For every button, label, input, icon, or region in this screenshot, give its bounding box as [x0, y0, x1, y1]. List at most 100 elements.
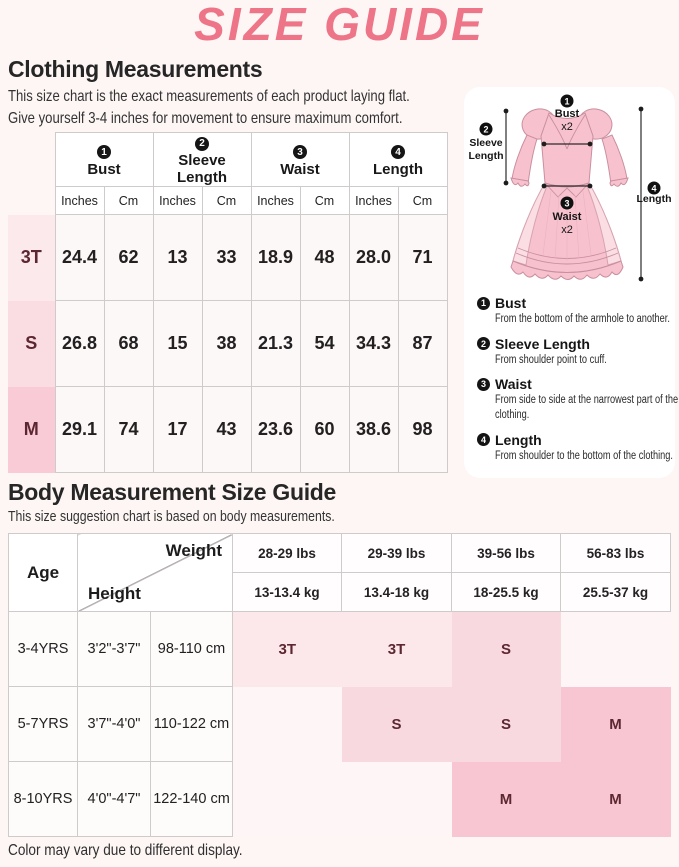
value-cell: 38: [201, 300, 252, 387]
value-cell: 28.0: [348, 214, 399, 301]
size-label-3t: 3T: [8, 214, 55, 301]
waist-annotation-label: Waist: [553, 211, 582, 223]
weight-kg-header: 18-25.5 kg: [451, 572, 561, 612]
table-row-3t: 3T 24.4 62 13 33 18.9 48 28.0 71: [8, 214, 448, 301]
definition-term: Length: [495, 431, 542, 448]
waist-column-header: 3 Waist: [250, 132, 350, 187]
circled-3-icon: 3: [293, 145, 307, 159]
weight-kg-header-row: 13-13.4 kg 13.4-18 kg 18-25.5 kg 25.5-37…: [9, 572, 671, 612]
measurement-lines: [505, 109, 642, 279]
unit-header: Cm: [201, 186, 252, 215]
height-ft-value: 3'7"-4'0": [77, 686, 151, 762]
value-cell: 21.3: [250, 300, 301, 387]
length-annotation-label: Length: [637, 193, 672, 205]
size-recommendation: M: [560, 761, 671, 837]
circled-2-icon: [479, 122, 493, 136]
left-cuff-ruffle: [510, 177, 530, 187]
size-label-s: S: [8, 300, 55, 387]
bodice-crossover-right: [566, 114, 586, 150]
length-annotation-number: 4: [651, 183, 656, 193]
table-row-s: S 26.8 68 15 38 21.3 54 34.3 87: [8, 300, 448, 387]
weight-label: Weight: [165, 541, 222, 560]
size-recommendation: M: [560, 686, 671, 762]
definition-bust: 1 Bust From the bottom of the armhole to …: [477, 295, 670, 327]
definition-desc: From side to side at the narrowest part …: [495, 394, 679, 422]
unit-header: Cm: [103, 186, 154, 215]
clothing-measurements-heading: Clothing Measurements: [8, 56, 263, 82]
sleeve-length-column-header: 2 Sleeve Length: [152, 132, 252, 187]
height-cm-value: 98-110 cm: [150, 611, 233, 687]
bust-annotation-mult: x2: [561, 121, 573, 133]
weight-kg-header: 13-13.4 kg: [232, 572, 342, 612]
value-cell: 26.8: [54, 300, 105, 387]
size-recommendation: [232, 761, 342, 837]
waist-annotation-mult: x2: [561, 224, 573, 236]
size-recommendation: 3T: [341, 611, 452, 687]
weight-kg-header: 13.4-18 kg: [341, 572, 452, 612]
circled-2-icon: 2: [195, 136, 209, 151]
definition-desc: From shoulder point to cuff.: [495, 353, 607, 366]
value-cell: 33: [201, 214, 252, 301]
left-tulle-layer: [512, 182, 548, 266]
table-header-row: 1 Bust 2 Sleeve Length 3 Waist 4 Length: [8, 132, 448, 187]
weight-height-diagonal-cell: Weight Height: [77, 533, 233, 612]
definition-desc: From shoulder to the bottom of the cloth…: [495, 449, 673, 462]
peplum-line: [544, 182, 590, 198]
circled-1-icon: [560, 94, 574, 108]
definition-term: Sleeve Length: [495, 335, 590, 352]
clothing-measurements-table: 1 Bust 2 Sleeve Length 3 Waist 4 Length Inch…: [8, 132, 448, 473]
bust-annotation-label: Bust: [555, 108, 580, 120]
value-cell: 60: [299, 386, 350, 473]
unit-header: Cm: [299, 186, 350, 215]
circled-4-icon: 4: [391, 145, 405, 159]
age-value: 5-7YRS: [8, 686, 78, 762]
definition-waist: 3 Waist From side to side at the narrowes…: [477, 376, 678, 422]
clothing-description: This size chart is the exact measurement…: [8, 86, 410, 130]
measurement-diagram-panel: 1 Bust x2 2 Sleeve Length 3 Waist x2 4 L…: [464, 87, 678, 478]
definition-sleeve-length: 2 Sleeve Length From shoulder point to cu…: [477, 336, 665, 368]
height-label: Height: [88, 584, 141, 603]
bust-annotation-number: 1: [564, 96, 569, 106]
value-cell: 23.6: [250, 386, 301, 473]
definition-desc: From the bottom of the armhole to anothe…: [495, 313, 670, 325]
value-cell: 24.4: [54, 214, 105, 301]
value-cell: 38.6: [348, 386, 399, 473]
value-cell: 98: [397, 386, 448, 473]
sleeve-annotation-label1: Sleeve: [469, 137, 502, 149]
circled-2-icon: 2: [477, 337, 490, 351]
table-row-8-10yrs: 8-10YRS 4'0"-4'7" 122-140 cm M M: [8, 761, 671, 837]
height-cm-value: 122-140 cm: [150, 761, 233, 837]
table-row-3-4yrs: 3-4YRS 3'2"-3'7" 98-110 cm 3T 3T S: [8, 611, 671, 687]
hem-trim-line1: [515, 252, 619, 265]
circled-4-icon: 4: [477, 433, 490, 447]
table-row-m: M 29.1 74 17 43 23.6 60 38.6 98: [8, 386, 448, 473]
unit-header: Inches: [250, 186, 301, 215]
footer-note: Color may vary due to different display.: [8, 842, 243, 859]
age-value: 8-10YRS: [8, 761, 78, 837]
value-cell: 48: [299, 214, 350, 301]
value-cell: 68: [103, 300, 154, 387]
right-cuff-ruffle: [609, 177, 629, 187]
weight-lbs-header-row: Age Weight Height 28-29 lbs 29-39 lbs 39…: [8, 533, 671, 612]
left-arm: [511, 134, 538, 185]
value-cell: 29.1: [54, 386, 105, 473]
sleeve-annotation-label2: Length: [469, 150, 504, 162]
height-ft-value: 3'2"-3'7": [77, 611, 151, 687]
size-recommendation: 3T: [232, 611, 342, 687]
definition-term: Waist: [495, 376, 532, 393]
value-cell: 87: [397, 300, 448, 387]
unit-header: Inches: [54, 186, 105, 215]
value-cell: 15: [152, 300, 203, 387]
units-header-row: Inches Cm Inches Cm Inches Cm Inches Cm: [8, 186, 448, 215]
body-measurement-heading: Body Measurement Size Guide: [8, 479, 337, 505]
unit-header: Cm: [397, 186, 448, 215]
dress-diagram: 1 Bust x2 2 Sleeve Length 3 Waist x2 4 L…: [469, 94, 672, 282]
sleeve-annotation-number: 2: [483, 124, 488, 134]
waist-annotation-number: 3: [564, 198, 569, 208]
hem-ruffle: [510, 260, 624, 280]
measurement-definitions: 1 Bust From the bottom of the armhole to …: [464, 293, 678, 464]
right-tulle-layer: [586, 182, 622, 266]
definition-term: Bust: [495, 295, 527, 311]
size-label-m: M: [8, 386, 55, 473]
length-column-header: 4 Length: [348, 132, 448, 187]
